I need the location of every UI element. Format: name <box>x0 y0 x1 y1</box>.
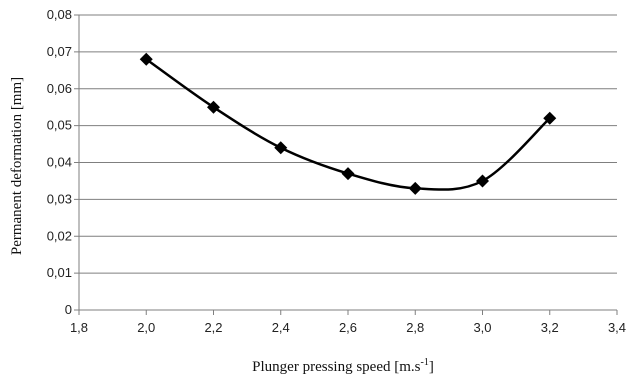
y-tick-label: 0,05 <box>47 118 72 133</box>
data-point-marker <box>408 181 422 195</box>
y-tick-label: 0,07 <box>47 44 72 59</box>
y-tick-label: 0,01 <box>47 265 72 280</box>
data-point-marker <box>139 52 153 66</box>
y-tick-labels: 0 0,01 0,02 0,03 0,04 0,05 0,06 0,07 0,08 <box>47 7 72 317</box>
x-axis-label-text: Plunger pressing speed [m.s <box>252 359 420 375</box>
y-tick-label: 0,04 <box>47 155 72 170</box>
x-tick-label: 2,6 <box>339 320 357 335</box>
grid-lines <box>79 14 617 274</box>
x-axis-label: Plunger pressing speed [m.s-1] <box>252 357 434 375</box>
data-point-marker <box>341 167 355 181</box>
x-axis-label-superscript: -1 <box>420 357 428 368</box>
y-tick-label: 0,06 <box>47 81 72 96</box>
x-tick-label: 3,2 <box>541 320 559 335</box>
y-tick-label: 0,02 <box>47 228 72 243</box>
y-tick-label: 0,03 <box>47 191 72 206</box>
x-tick-label: 2,4 <box>272 320 290 335</box>
x-tick-label: 2,0 <box>137 320 155 335</box>
x-axis-label-end: ] <box>429 359 434 375</box>
y-tick-label: 0,08 <box>47 7 72 22</box>
axes <box>74 14 618 315</box>
series <box>139 52 557 195</box>
data-point-marker <box>476 174 489 188</box>
x-tick-label: 2,8 <box>406 320 424 335</box>
data-point-marker <box>274 141 288 155</box>
x-tick-labels: 1,8 2,0 2,2 2,4 2,6 2,8 3,0 3,2 3,4 <box>70 320 626 335</box>
x-tick-label: 3,0 <box>473 320 491 335</box>
data-point-marker <box>207 100 220 114</box>
y-tick-label: 0 <box>65 302 72 317</box>
x-tick-label: 2,2 <box>204 320 222 335</box>
y-axis-label: Permanent deformation [mm] <box>9 77 25 255</box>
x-tick-label: 1,8 <box>70 320 88 335</box>
x-tick-label: 3,4 <box>608 320 626 335</box>
data-point-marker <box>543 111 557 125</box>
